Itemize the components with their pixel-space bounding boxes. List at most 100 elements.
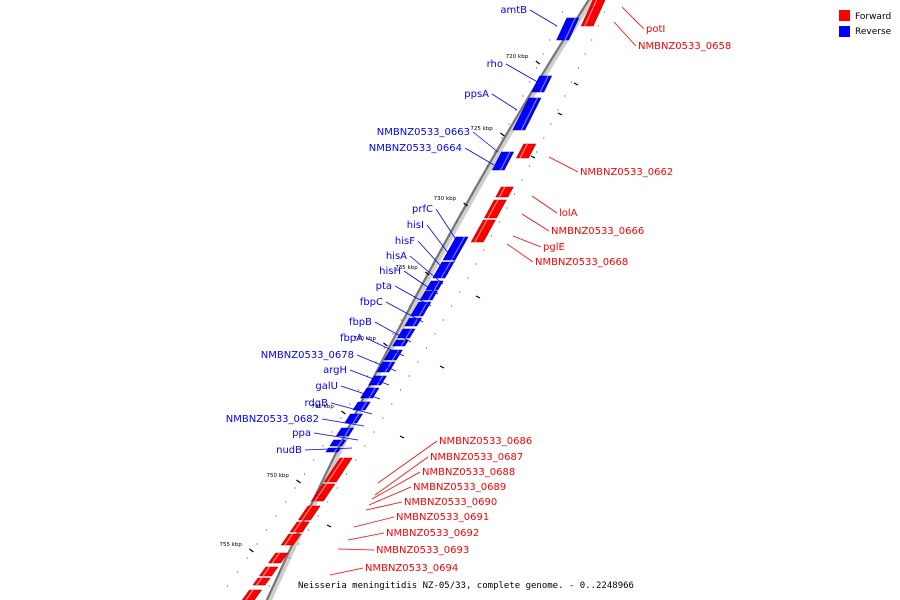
- forward-feature-highlight: [293, 521, 302, 533]
- tick-mark: [500, 132, 505, 137]
- forward-gene-label-text: lolA: [559, 208, 578, 219]
- reverse-gene-label-leader: [304, 447, 353, 451]
- reverse-gene-label-leader: [385, 301, 424, 323]
- forward-gene-label-text: NMBNZ0533_0689: [413, 482, 506, 493]
- reverse-gene-label-leader: [365, 337, 405, 357]
- minor-tick: [391, 403, 393, 405]
- reverse-feature-highlight: [433, 280, 441, 291]
- minor-tick: [591, 39, 593, 41]
- forward-gene-label: NMBNZ0533_0690: [365, 497, 497, 511]
- minor-tick: [408, 305, 411, 307]
- forward-gene-label-text: NMBNZ0533_0686: [439, 436, 532, 447]
- minor-tick: [549, 39, 551, 41]
- reverse-gene-label-leader: [356, 354, 397, 372]
- reverse-feature-highlight: [368, 387, 376, 399]
- minor-tick: [400, 389, 402, 391]
- forward-gene-label-leader: [353, 516, 395, 528]
- forward-gene-label-text: NMBNZ0533_0693: [376, 545, 469, 556]
- minor-tick: [355, 459, 357, 461]
- tick-label: 745 kbp: [311, 404, 334, 410]
- reverse-gene-label: NMBNZ0533_0663: [377, 127, 499, 153]
- minor-tick: [561, 11, 564, 13]
- legend-label-reverse: Reverse: [855, 27, 892, 37]
- reverse-feature: [344, 413, 364, 424]
- minor-tick: [313, 459, 315, 461]
- forward-gene-label-leader: [337, 548, 375, 551]
- reverse-feature-highlight: [337, 439, 343, 447]
- forward-feature-highlight: [245, 589, 254, 600]
- reverse-gene-label: prfC: [412, 204, 460, 245]
- forward-gene-label: pglE: [512, 235, 565, 253]
- reverse-gene-label-text: rdgB: [305, 398, 329, 409]
- forward-gene-label: NMBNZ0533_0693: [337, 545, 469, 556]
- reverse-feature-highlight: [500, 151, 511, 171]
- reverse-gene-label-text: NMBNZ0533_0682: [226, 414, 319, 425]
- forward-gene-label: potI: [621, 6, 665, 35]
- minor-tick: [345, 473, 348, 475]
- forward-gene-label: NMBNZ0533_0666: [521, 213, 644, 237]
- reverse-feature: [425, 280, 444, 291]
- minor-tick: [268, 585, 270, 587]
- reverse-gene-label-text: NMBNZ0533_0678: [261, 350, 354, 361]
- forward-gene-label: NMBNZ0533_0662: [548, 156, 673, 178]
- forward-gene-label-leader: [374, 456, 429, 496]
- minor-tick: [392, 333, 394, 335]
- forward-feature: [495, 186, 514, 198]
- forward-feature-highlight: [262, 566, 270, 577]
- minor-tick: [535, 67, 538, 69]
- reverse-gene-label-leader: [374, 321, 412, 343]
- reverse-gene-label: NMBNZ0533_0664: [369, 143, 495, 166]
- reverse-feature-highlight: [384, 361, 392, 373]
- minor-tick: [577, 67, 580, 69]
- reverse-gene-label: fbpA: [340, 333, 405, 357]
- minor-tick: [494, 151, 496, 153]
- reverse-gene-label-leader: [330, 402, 373, 415]
- reverse-gene-label-text: hisF: [395, 236, 415, 247]
- forward-gene-label-leader: [621, 6, 645, 30]
- reverse-gene-label: rho: [487, 59, 542, 85]
- reverse-feature: [419, 290, 438, 301]
- forward-gene-label: NMBNZ0533_0694: [329, 563, 458, 576]
- reverse-feature: [392, 339, 409, 347]
- minor-tick: [522, 95, 524, 97]
- minor-tick: [340, 417, 342, 419]
- forward-gene-label: lolA: [531, 195, 578, 219]
- reverse-feature: [556, 17, 580, 41]
- forward-gene-label-leader: [368, 486, 412, 506]
- reverse-gene-label: rdgB: [305, 398, 373, 415]
- minor-tick: [266, 529, 268, 531]
- reverse-gene-label-leader: [394, 285, 432, 307]
- reverse-gene-label: galU: [315, 381, 381, 400]
- minor-tick: [349, 403, 351, 405]
- reverse-gene-label: hisH: [379, 266, 439, 295]
- reverse-feature-highlight: [352, 413, 360, 424]
- forward-feature-highlight: [487, 199, 499, 219]
- tick-mark: [439, 365, 445, 369]
- reverse-gene-label-text: fbpB: [349, 317, 372, 328]
- reverse-feature: [491, 151, 515, 171]
- reverse-feature-highlight: [400, 339, 406, 347]
- forward-feature-highlight: [519, 143, 528, 159]
- forward-feature-highlight: [271, 552, 280, 564]
- reverse-gene-label-text: hisA: [386, 251, 407, 262]
- tick-label: 740 kbp: [354, 336, 377, 342]
- tick-label: 750 kbp: [267, 473, 290, 479]
- forward-gene-label: NMBNZ0533_0658: [613, 21, 731, 52]
- forward-gene-label-leader: [512, 235, 542, 248]
- reverse-gene-label: hisI: [407, 220, 456, 263]
- forward-gene-label-text: NMBNZ0533_0668: [535, 257, 628, 268]
- reverse-gene-label-leader: [464, 147, 495, 166]
- tick-label: 725 kbp: [470, 126, 493, 132]
- reverse-feature: [360, 387, 380, 399]
- tick-mark: [296, 479, 301, 484]
- forward-feature-body: [474, 219, 496, 237]
- reverse-gene-label-leader: [403, 270, 439, 295]
- minor-tick: [521, 179, 523, 181]
- minor-tick: [382, 417, 384, 419]
- minor-tick: [236, 571, 238, 573]
- minor-tick: [464, 207, 466, 209]
- forward-feature: [241, 589, 263, 600]
- reverse-gene-label-leader: [340, 385, 381, 400]
- reverse-feature-highlight: [405, 328, 412, 339]
- minor-tick: [471, 193, 474, 195]
